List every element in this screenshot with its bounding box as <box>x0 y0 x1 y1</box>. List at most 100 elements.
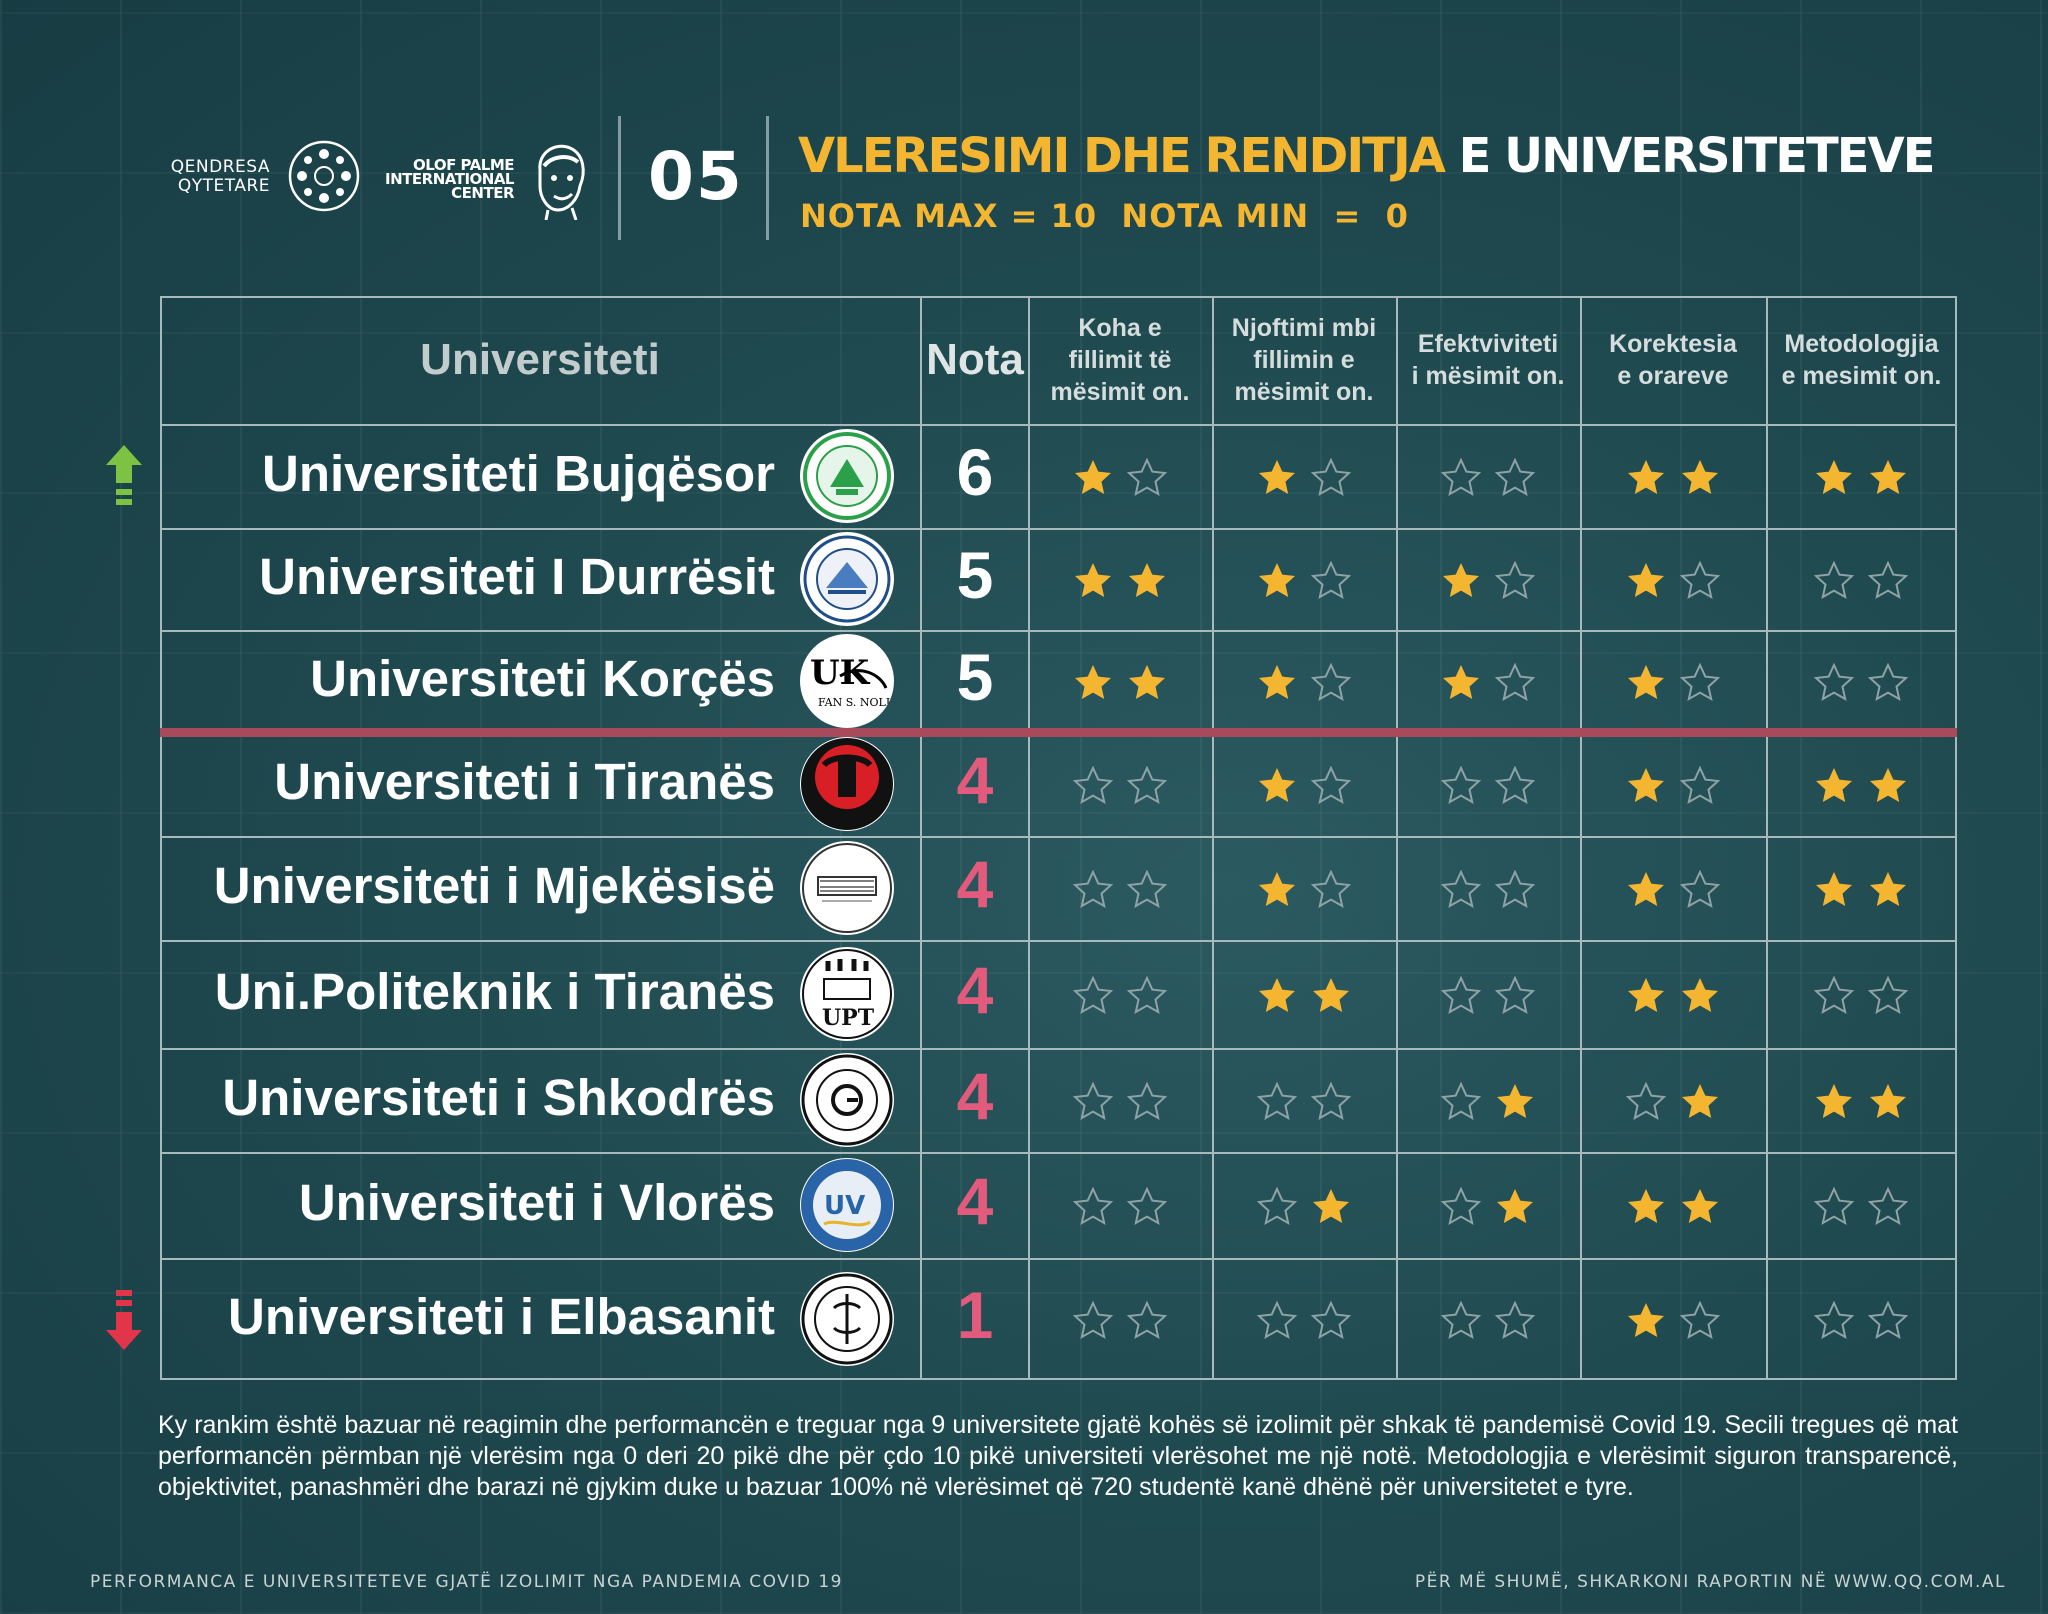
star-rating <box>1613 458 1733 498</box>
star-empty-icon <box>1127 766 1167 804</box>
star-filled-icon <box>1628 1303 1664 1337</box>
star-empty-icon <box>1311 663 1351 701</box>
olof-palme-logo-text: OLOF PALME INTERNATIONAL CENTER <box>368 158 514 202</box>
agricultural-university-logo-graphic <box>803 432 891 520</box>
university-name: Uni.Politeknik i Tiranës <box>214 963 775 1020</box>
star-filled-icon <box>1129 563 1165 597</box>
grade-score: 5 <box>956 640 994 714</box>
org2-line3: CENTER <box>451 184 514 202</box>
grade-score: 4 <box>956 953 994 1027</box>
page-subtitle: NOTA MAX = 10 NOTA MIN = 0 <box>800 197 1409 235</box>
star-empty-icon <box>1311 766 1351 804</box>
grade-score: 6 <box>956 435 994 509</box>
star-filled-icon <box>1628 460 1664 494</box>
header-effectiveness: Efektviviteti i mësimit on. <box>1396 296 1580 424</box>
star-rating <box>1244 458 1364 498</box>
grade-score: 4 <box>956 1059 994 1133</box>
star-rating <box>1613 870 1733 910</box>
star-empty-icon <box>1868 1187 1908 1225</box>
star-empty-icon <box>1257 1082 1297 1120</box>
grade-score: 4 <box>956 847 994 921</box>
olof-palme-portrait-icon <box>538 144 585 220</box>
grid-vline <box>1955 296 1957 1380</box>
university-name: Universiteti Bujqësor <box>262 445 775 502</box>
elbasan-university-logo-graphic <box>801 1273 893 1365</box>
star-filled-icon <box>1628 978 1664 1012</box>
star-empty-icon <box>1311 1082 1351 1120</box>
star-filled-icon <box>1870 1084 1906 1118</box>
star-filled-icon <box>1870 460 1906 494</box>
header-line: e mesimit on. <box>1781 362 1942 390</box>
star-rating <box>1060 766 1180 806</box>
university-name: Universiteti I Durrësit <box>259 548 775 605</box>
header-line: Korektesia <box>1609 330 1737 358</box>
star-filled-icon <box>1075 460 1111 494</box>
star-rating <box>1428 1187 1548 1227</box>
star-empty-icon <box>1814 1301 1854 1339</box>
star-rating <box>1613 663 1733 703</box>
star-filled-icon <box>1443 563 1479 597</box>
title-highlight: VLERESIMI DHE RENDITJA <box>798 128 1446 184</box>
korca-university-logo: UK FAN S. NOLI <box>800 634 894 728</box>
star-empty-icon <box>1311 1301 1351 1339</box>
grade-score: 5 <box>956 538 994 612</box>
star-filled-icon <box>1075 563 1111 597</box>
star-rating <box>1613 766 1733 806</box>
star-rating <box>1613 1082 1733 1122</box>
star-filled-icon <box>1682 1084 1718 1118</box>
header-line: Koha e <box>1078 314 1162 342</box>
grid-vline <box>1028 296 1030 1380</box>
qendresa-qytetare-logo-text: QENDRESA QYTETARE <box>156 158 270 196</box>
shkodra-university-logo-graphic <box>801 1054 893 1146</box>
star-empty-icon <box>1073 976 1113 1014</box>
svg-text:UV: UV <box>824 1191 865 1221</box>
star-empty-icon <box>1073 870 1113 908</box>
star-rating <box>1801 458 1921 498</box>
star-empty-icon <box>1495 766 1535 804</box>
ranking-table: Universiteti Nota Koha e fillimit të mësim… <box>106 296 1957 1380</box>
header-schedule: Korektesia e orareve <box>1580 296 1766 424</box>
star-rating <box>1060 561 1180 601</box>
durres-university-logo <box>800 532 894 626</box>
grade-score: 4 <box>956 743 994 817</box>
star-rating <box>1613 561 1733 601</box>
star-rating <box>1244 766 1364 806</box>
star-rating <box>1428 766 1548 806</box>
grid-hline <box>160 1048 1957 1050</box>
star-filled-icon <box>1497 1084 1533 1118</box>
footer-right: PËR MË SHUMË, SHKARKONI RAPORTIN NË WWW.… <box>1414 1572 2006 1592</box>
star-rating <box>1428 976 1548 1016</box>
star-empty-icon <box>1495 458 1535 496</box>
star-empty-icon <box>1127 870 1167 908</box>
star-filled-icon <box>1259 563 1295 597</box>
grid-hline <box>160 1378 1957 1380</box>
star-rating <box>1428 870 1548 910</box>
star-empty-icon <box>1441 1082 1481 1120</box>
header-line: fillimit të <box>1068 346 1172 374</box>
grid-vline <box>1396 296 1398 1380</box>
star-rating <box>1428 663 1548 703</box>
header-line: Efektviviteti <box>1417 330 1559 358</box>
grid-hline <box>160 836 1957 838</box>
polytechnic-university-logo-graphic: UPT <box>802 949 892 1039</box>
university-name: Universiteti i Mjekësisë <box>213 857 775 914</box>
star-empty-icon <box>1257 1301 1297 1339</box>
org1-line2: QYTETARE <box>177 176 270 196</box>
korca-university-logo-graphic: UK FAN S. NOLI <box>810 653 890 709</box>
star-rating <box>1060 1082 1180 1122</box>
star-filled-icon <box>1259 872 1295 906</box>
star-empty-icon <box>1868 561 1908 599</box>
medicine-university-logo-graphic <box>802 843 892 933</box>
star-empty-icon <box>1127 1187 1167 1225</box>
star-rating <box>1428 561 1548 601</box>
trend-up-arrow-icon <box>106 445 142 505</box>
star-empty-icon <box>1680 663 1720 701</box>
medicine-university-logo <box>800 841 894 935</box>
vlora-university-logo-graphic: UV <box>801 1159 893 1251</box>
star-empty-icon <box>1127 1082 1167 1120</box>
star-empty-icon <box>1814 663 1854 701</box>
durres-university-logo-graphic <box>803 535 891 623</box>
star-filled-icon <box>1870 872 1906 906</box>
star-empty-icon <box>1495 1301 1535 1339</box>
